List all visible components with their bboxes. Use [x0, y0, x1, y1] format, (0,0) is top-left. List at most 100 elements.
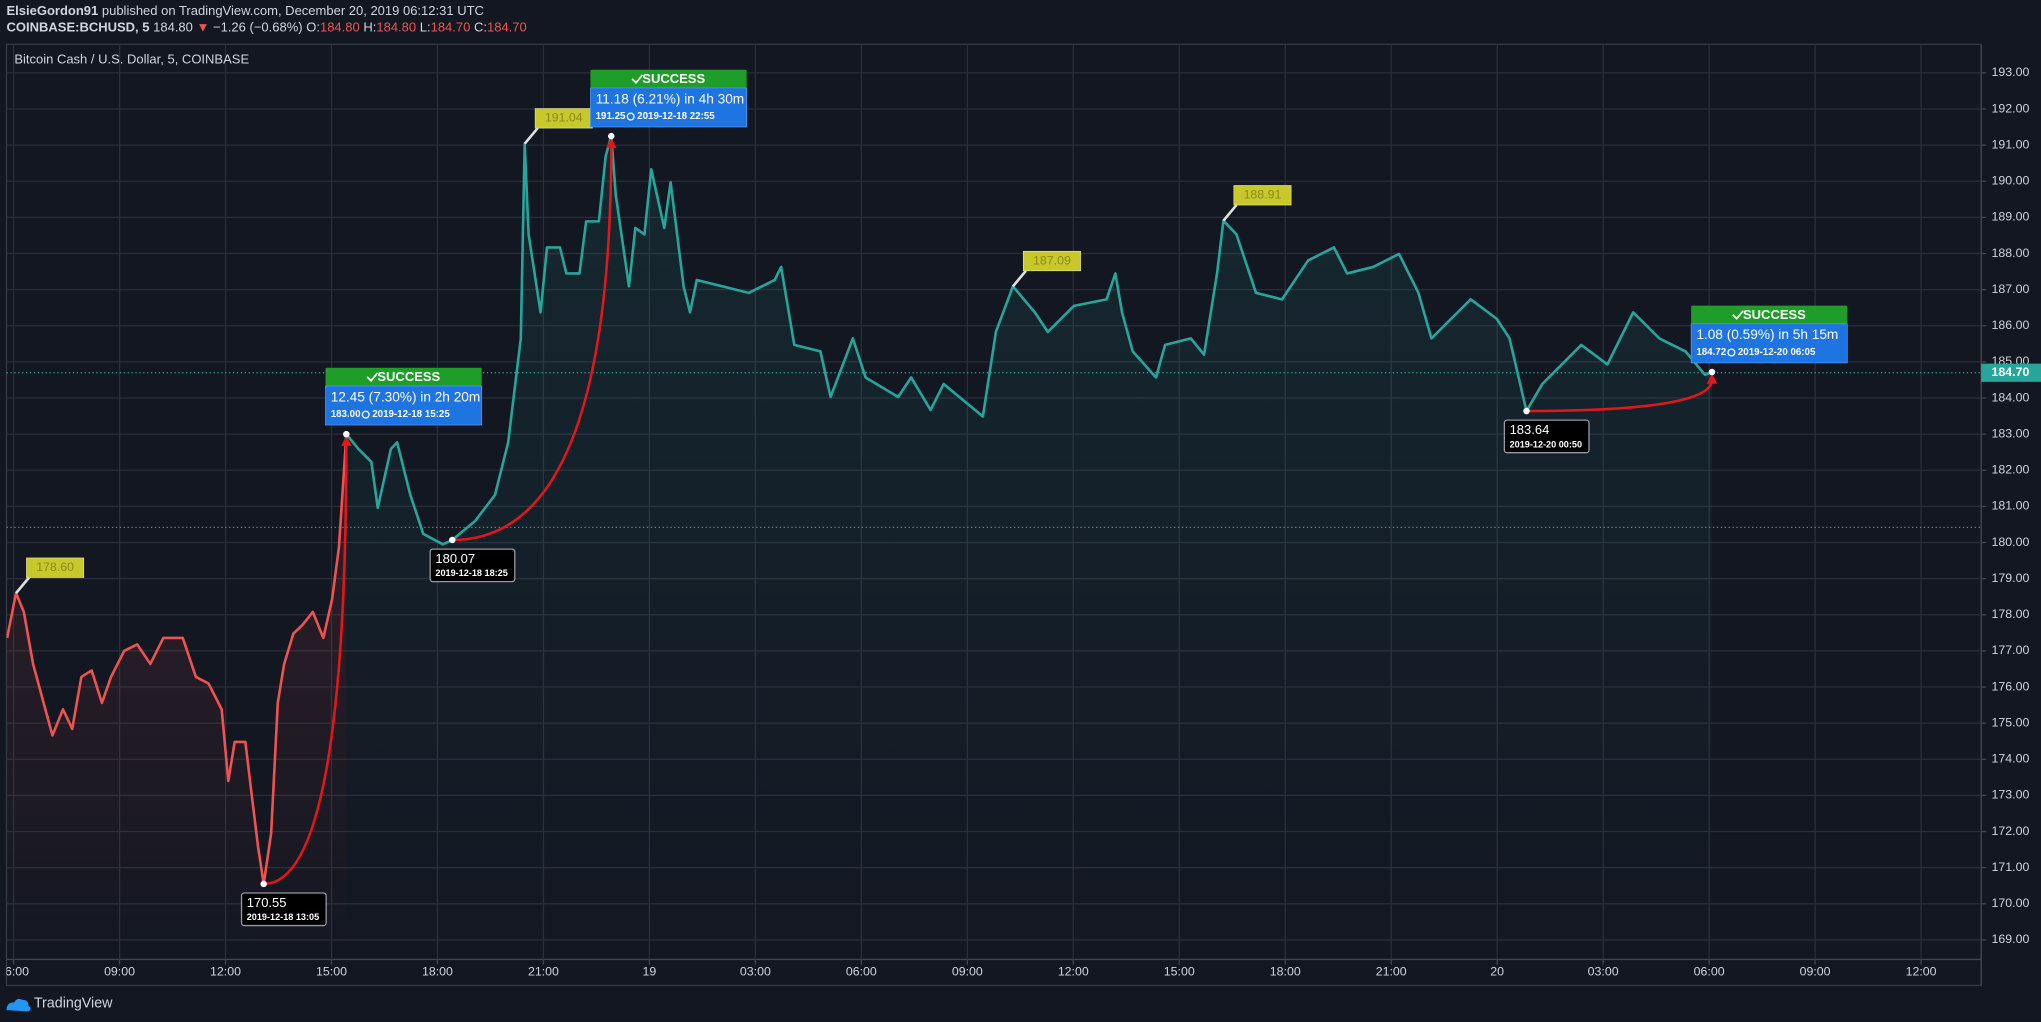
callout-box: [26, 557, 85, 578]
low-box: [1503, 419, 1590, 454]
symbol: COINBASE:BCHUSD, 5: [7, 20, 150, 35]
measure-arrow: [452, 143, 613, 542]
callout-label: 178.60: [36, 560, 74, 574]
logo-icon: [6, 998, 31, 1012]
arrow-head: [606, 137, 617, 148]
y-tick-label: 173.00: [1992, 788, 2030, 802]
ohlc-label: O:: [306, 20, 320, 35]
x-tick-label: 09:00: [1800, 965, 1831, 979]
x-tick-label: 03:00: [1588, 965, 1619, 979]
measure-arrow: [263, 441, 348, 886]
last-price-box: [1981, 363, 2041, 382]
callout-pointer: [1011, 269, 1027, 288]
x-tick-label: 06:00: [846, 965, 877, 979]
low-point: [449, 536, 456, 544]
low-price: 180.07: [435, 551, 475, 566]
target-point: [1708, 368, 1716, 376]
y-tick-label: 177.00: [1992, 643, 2030, 657]
result-price: 184.72: [1696, 347, 1726, 358]
line: [345, 134, 1713, 546]
y-tick-label: 180.00: [1992, 535, 2030, 549]
result-box: [590, 87, 747, 128]
status-box: [590, 69, 747, 88]
y-tick-label: 188.00: [1992, 246, 2030, 260]
y-tick-label: 186.00: [1992, 318, 2030, 332]
result-box: [325, 385, 483, 426]
area: [7, 434, 347, 960]
low-point: [1523, 407, 1530, 415]
annotations: 178.60 191.04 187.09 188.91 170.55 2019-12-18…: [15, 69, 1848, 927]
footer-logo: [6, 998, 31, 1012]
y-tick-label: 179.00: [1992, 571, 2030, 585]
x-tick-labels: 06:00 09:00 12:00 15:00 18:00 21:00 19 03:00 06:…: [0, 965, 1937, 979]
target-point: [608, 132, 615, 140]
result-text: 12.45 (7.30%) in 2h 20m: [331, 389, 481, 404]
status-label: SUCCESS: [1743, 307, 1806, 322]
x-tick-label: 09:00: [952, 965, 983, 979]
check-icon: [1732, 310, 1744, 320]
callout-pointer: [15, 576, 31, 594]
check-icon: [366, 372, 379, 383]
x-tick-label: 09:00: [104, 965, 135, 979]
result-date: 2019-12-18 22:55: [637, 111, 715, 122]
callout-pointer: [523, 127, 539, 145]
callout-pointer: [1222, 204, 1238, 222]
x-tick-label: 19: [643, 965, 657, 979]
arrow-head: [1706, 373, 1718, 384]
header-line2: COINBASE:BCHUSD, 5 184.80 ▼ −1.26 (−0.68…: [7, 20, 527, 35]
header-line1: ElsieGordon91 published on TradingView.c…: [7, 3, 484, 18]
status-box: [1691, 305, 1848, 324]
x-tick-label: 21:00: [528, 965, 559, 979]
result-box: [1690, 323, 1848, 364]
ohlc-label: H:: [360, 20, 377, 35]
ohlc-value: 184.80: [320, 20, 360, 35]
y-tick-label: 172.00: [1992, 824, 2030, 838]
low-date: 2019-12-20 00:50: [1510, 439, 1582, 449]
area: [346, 136, 1712, 960]
y-tick-label: 169.00: [1992, 932, 2030, 946]
low-date: 2019-12-18 18:25: [435, 568, 507, 578]
footer-brand: TradingView: [34, 995, 113, 1011]
line: [6, 434, 348, 886]
status-box: [325, 367, 482, 386]
callout-box: [1022, 250, 1081, 272]
low-price: 183.64: [1510, 422, 1550, 437]
chart-title: Bitcoin Cash / U.S. Dollar, 5, COINBASE: [14, 51, 249, 66]
low-price: 170.55: [247, 895, 287, 910]
ohlc-value: 184.80: [376, 20, 416, 35]
result-text: 11.18 (6.21%) in 4h 30m: [596, 91, 745, 106]
y-tick-label: 171.00: [1992, 860, 2030, 874]
result-date: 2019-12-18 15:25: [372, 409, 450, 420]
result-price: 183.00: [331, 409, 361, 420]
y-tick-label: 193.00: [1992, 65, 2030, 79]
ohlc-label: C:: [470, 20, 487, 35]
x-tick-label: 20: [1490, 965, 1504, 979]
result-price: 191.25: [596, 111, 626, 122]
x-tick-label: 18:00: [1270, 965, 1301, 979]
ohlc-label: L:: [416, 20, 430, 35]
check-icon: [631, 74, 644, 85]
x-tick-label: 12:00: [1906, 965, 1937, 979]
y-tick-label: 175.00: [1992, 715, 2030, 729]
y-tick-label: 187.00: [1992, 282, 2030, 296]
result-text: 1.08 (0.59%) in 5h 15m: [1696, 327, 1838, 342]
x-tick-label: 06:00: [0, 965, 29, 979]
target-point: [343, 430, 350, 438]
low-point: [260, 880, 267, 888]
low-box: [429, 548, 516, 583]
x-tick-label: 12:00: [1058, 965, 1089, 979]
author: ElsieGordon91: [7, 3, 99, 18]
ohlc-value: 184.70: [487, 20, 527, 35]
x-tick-label: 12:00: [210, 965, 241, 979]
x-tick-label: 21:00: [1376, 965, 1407, 979]
status-label: SUCCESS: [377, 369, 440, 384]
result-date: 2019-12-20 06:05: [1738, 347, 1816, 358]
arrow-head: [341, 435, 352, 446]
y-tick-label: 184.00: [1992, 390, 2030, 404]
change: −1.26 (−0.68%): [209, 20, 306, 35]
y-tick-label: 176.00: [1992, 679, 2030, 693]
y-tick-label: 189.00: [1992, 210, 2030, 224]
y-tick-label: 182.00: [1992, 463, 2030, 477]
